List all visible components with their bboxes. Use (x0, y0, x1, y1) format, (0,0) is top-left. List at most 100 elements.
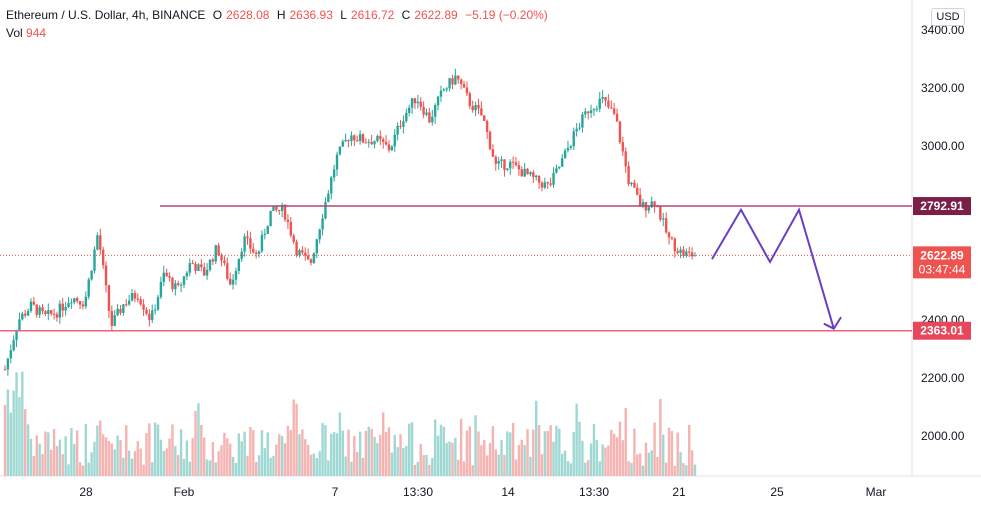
candle-body (84, 296, 88, 307)
candle-body (223, 260, 226, 264)
volume-bar (142, 464, 145, 476)
volume-bar (24, 409, 27, 476)
volume-bar (618, 421, 622, 476)
volume-bar (254, 461, 258, 476)
currency-button[interactable]: USD (931, 8, 965, 26)
volume-bar (289, 430, 293, 476)
candle-body (540, 182, 544, 188)
candle-body (179, 284, 183, 286)
candle-body (266, 226, 269, 234)
candle-body (445, 88, 448, 90)
volume-bar (278, 434, 281, 476)
volume-bar (474, 415, 477, 476)
volume-bar (670, 430, 674, 476)
candle-body (338, 146, 342, 155)
candle-body (142, 304, 145, 310)
volume-bar (673, 465, 676, 476)
candle-body (188, 263, 191, 273)
volume-bar (269, 457, 272, 476)
volume-bar (688, 424, 691, 476)
candle-body (292, 235, 295, 242)
candle-body (327, 193, 330, 202)
candle-body (428, 112, 431, 123)
candle-body (543, 182, 547, 188)
candle-body (416, 101, 420, 104)
volume-bar (563, 450, 567, 476)
volume-bar (116, 435, 119, 476)
volume-bar (330, 433, 333, 476)
close-label: C (401, 8, 411, 22)
candle-body (52, 313, 56, 315)
candle-body (272, 206, 275, 211)
candle-body (451, 78, 454, 85)
candle-body (177, 283, 180, 285)
candle-body (324, 201, 327, 219)
volume-bar (604, 447, 607, 476)
volume-bar (465, 430, 469, 476)
candle-body (246, 236, 249, 239)
volume-bar (55, 446, 59, 476)
candle-body (116, 308, 119, 316)
candle-body (537, 175, 541, 183)
candle-body (182, 276, 186, 285)
volume-bar (122, 457, 125, 476)
candle-body (64, 307, 67, 311)
volume-bar (630, 463, 633, 476)
volume-bar (6, 389, 10, 476)
volume-bar (182, 458, 186, 476)
volume-bar (529, 456, 532, 476)
candle-body (93, 249, 96, 271)
volume-bar (581, 440, 584, 476)
volume-bar (130, 458, 134, 476)
volume-bar (226, 438, 229, 476)
candle-body (335, 154, 339, 170)
candle-body (341, 141, 344, 147)
candle-body (384, 141, 388, 145)
volume-bar (260, 430, 264, 476)
volume-bar (402, 447, 405, 476)
candle-body (228, 278, 232, 285)
volume-bar (234, 462, 238, 476)
candle-body (433, 105, 437, 117)
volume-bar (21, 371, 24, 476)
volume-bar (572, 431, 575, 476)
candle-body (306, 255, 310, 260)
candle-body (382, 139, 385, 142)
candle-body (520, 169, 523, 177)
candle-body (566, 147, 570, 151)
candle-body (624, 151, 627, 167)
candle-body (350, 135, 353, 142)
candle-body (280, 204, 284, 211)
volume-bar (26, 424, 30, 476)
volume-bar (148, 423, 151, 476)
candle-body (208, 259, 212, 270)
candle-body (500, 159, 503, 161)
candle-body (211, 259, 215, 262)
volume-bar (87, 462, 90, 476)
volume-label: Vol (6, 26, 23, 40)
projection-path (711, 207, 835, 329)
volume-bar (353, 435, 356, 476)
candle-body (630, 182, 633, 185)
candle-body (618, 121, 622, 143)
high-value: 2636.93 (289, 8, 333, 22)
candle-body (174, 283, 177, 290)
volume-bar (532, 429, 535, 476)
candle-body (589, 110, 593, 114)
candle-body (396, 125, 399, 135)
volume-bar (555, 425, 558, 476)
volume-bar (517, 445, 521, 476)
candle-body (29, 301, 33, 311)
volume-bar (159, 439, 163, 476)
volume-bar (650, 450, 653, 476)
symbol-title[interactable]: Ethereum / U.S. Dollar, 4h, BINANCE (6, 8, 206, 22)
candle-body (517, 165, 521, 170)
candle-body (133, 293, 137, 299)
candle-body (289, 221, 293, 236)
candle-body (552, 172, 555, 185)
volume-bar (304, 439, 307, 476)
candle-body (361, 134, 365, 143)
volume-bar (280, 436, 284, 476)
candle-body (607, 100, 610, 108)
